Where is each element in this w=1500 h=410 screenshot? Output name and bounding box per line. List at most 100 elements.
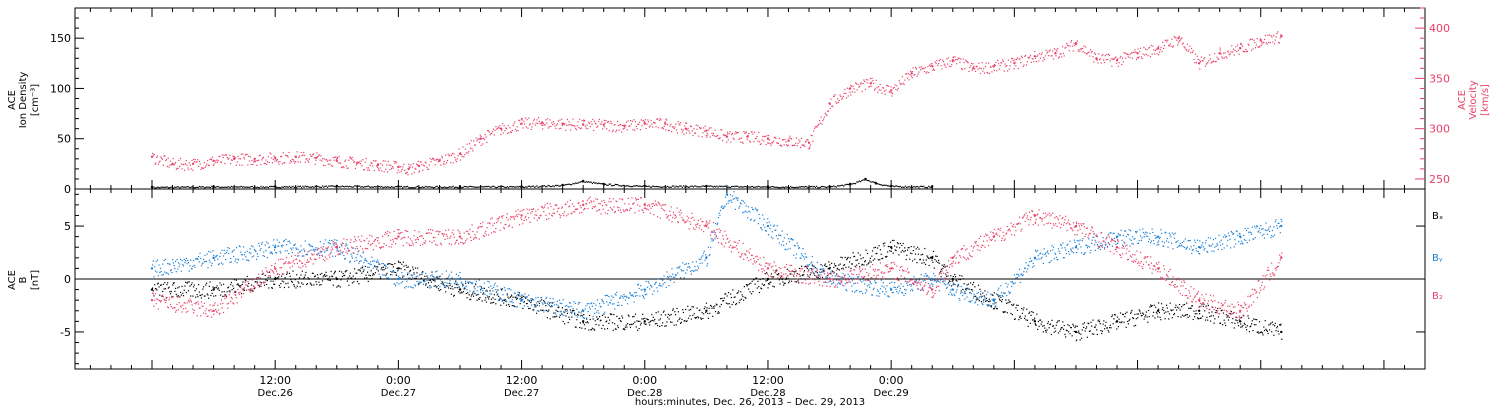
scatter-dot bbox=[295, 156, 297, 158]
data-point bbox=[931, 277, 934, 281]
scatter-dot bbox=[180, 258, 182, 260]
scatter-dot bbox=[919, 258, 922, 261]
scatter-dot bbox=[319, 186, 321, 189]
scatter-dot bbox=[174, 260, 177, 263]
scatter-dot bbox=[951, 64, 953, 66]
data-point bbox=[951, 59, 954, 62]
scatter-dot bbox=[283, 186, 286, 188]
scatter-dot bbox=[386, 186, 388, 189]
scatter-dot bbox=[434, 279, 436, 281]
scatter-dot bbox=[674, 311, 676, 313]
scatter-dot bbox=[546, 122, 548, 124]
scatter-dot bbox=[1177, 315, 1179, 318]
scatter-dot bbox=[865, 79, 867, 81]
scatter-dot bbox=[503, 125, 505, 127]
scatter-dot bbox=[688, 265, 690, 268]
scatter-dot bbox=[642, 318, 645, 320]
scatter-dot bbox=[1028, 57, 1030, 59]
data-point bbox=[407, 167, 410, 171]
scatter-dot bbox=[380, 163, 382, 165]
scatter-dot bbox=[1071, 335, 1073, 337]
data-point bbox=[1074, 330, 1078, 334]
scatter-dot bbox=[173, 264, 175, 267]
scatter-dot bbox=[851, 183, 853, 185]
scatter-dot bbox=[380, 268, 382, 270]
scatter-dot bbox=[386, 164, 388, 166]
top-panel-frame bbox=[74, 7, 1426, 190]
scatter-dot bbox=[940, 270, 942, 272]
scatter-dot bbox=[457, 287, 459, 289]
scatter-dot bbox=[995, 307, 998, 310]
scatter-dot bbox=[804, 145, 806, 147]
scatter-dot bbox=[437, 288, 440, 290]
scatter-dot bbox=[591, 182, 593, 185]
scatter-dot bbox=[1062, 328, 1065, 330]
scatter-dot bbox=[248, 155, 250, 157]
scatter-dot bbox=[550, 306, 552, 308]
scatter-dot bbox=[273, 249, 276, 251]
scatter-dot bbox=[697, 265, 699, 267]
scatter-dot bbox=[556, 123, 559, 125]
scatter-dot bbox=[354, 268, 356, 270]
scatter-dot bbox=[254, 281, 256, 283]
scatter-dot bbox=[271, 185, 273, 188]
scatter-dot bbox=[1150, 305, 1152, 307]
scatter-dot bbox=[234, 260, 236, 262]
scatter-dot bbox=[190, 295, 192, 297]
scatter-dot bbox=[722, 207, 724, 210]
scatter-dot bbox=[161, 157, 163, 159]
scatter-dot bbox=[944, 266, 946, 268]
scatter-dot bbox=[502, 132, 504, 134]
data-point bbox=[684, 127, 688, 130]
scatter-dot bbox=[485, 297, 487, 299]
data-point bbox=[889, 89, 893, 92]
scatter-dot bbox=[979, 72, 982, 75]
scatter-dot bbox=[999, 65, 1001, 67]
scatter-dot bbox=[1084, 330, 1086, 332]
scatter-dot bbox=[501, 185, 504, 187]
scatter-dot bbox=[1051, 319, 1053, 321]
scatter-dot bbox=[408, 163, 410, 165]
scatter-dot bbox=[424, 284, 427, 286]
scatter-dot bbox=[666, 271, 668, 273]
scatter-dot bbox=[565, 124, 568, 126]
scatter-dot bbox=[754, 207, 757, 209]
scatter-dot bbox=[843, 264, 845, 267]
scatter-dot bbox=[188, 169, 190, 171]
scatter-dot bbox=[258, 284, 260, 286]
scatter-dot bbox=[408, 166, 410, 168]
scatter-dot bbox=[415, 186, 417, 188]
scatter-dot bbox=[166, 272, 168, 274]
scatter-dot bbox=[788, 140, 790, 142]
scatter-dot bbox=[414, 284, 416, 286]
scatter-dot bbox=[1037, 328, 1039, 331]
scatter-dot bbox=[850, 84, 852, 86]
scatter-dot bbox=[466, 186, 468, 188]
scatter-dot bbox=[411, 187, 414, 189]
scatter-dot bbox=[649, 324, 651, 326]
scatter-dot bbox=[601, 327, 603, 330]
scatter-dot bbox=[1143, 46, 1145, 49]
scatter-dot bbox=[510, 295, 512, 298]
scatter-dot bbox=[439, 286, 441, 288]
scatter-dot bbox=[505, 186, 507, 189]
scatter-dot bbox=[887, 85, 889, 87]
scatter-dot bbox=[349, 275, 351, 277]
scatter-dot bbox=[1172, 45, 1175, 47]
scatter-dot bbox=[1096, 59, 1098, 61]
scatter-dot bbox=[497, 126, 499, 128]
scatter-dot bbox=[630, 323, 632, 325]
scatter-dot bbox=[1055, 324, 1057, 326]
scatter-dot bbox=[1063, 324, 1065, 327]
scatter-dot bbox=[193, 264, 195, 267]
scatter-dot bbox=[740, 291, 742, 293]
scatter-dot bbox=[1014, 318, 1016, 320]
scatter-dot bbox=[352, 275, 354, 277]
x-tick-label-time: 0:00 bbox=[386, 374, 411, 387]
scatter-dot bbox=[818, 278, 821, 280]
scatter-dot bbox=[863, 179, 865, 181]
scatter-dot bbox=[1158, 54, 1160, 56]
scatter-dot bbox=[663, 186, 665, 188]
scatter-dot bbox=[1067, 331, 1070, 333]
scatter-dot bbox=[414, 167, 416, 169]
